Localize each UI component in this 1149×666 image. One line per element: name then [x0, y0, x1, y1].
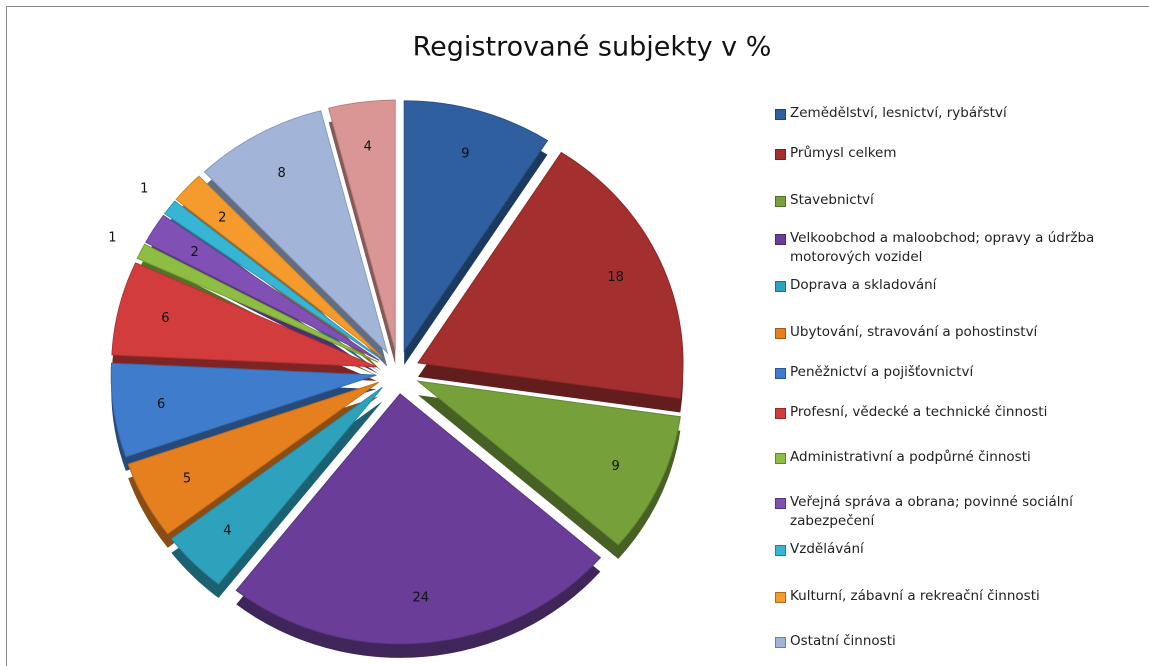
legend-swatch: [775, 281, 786, 292]
legend-label: Průmysl celkem: [790, 145, 897, 161]
data-label: 9: [461, 147, 469, 162]
data-label: 6: [157, 397, 165, 412]
slice: [110, 362, 377, 458]
data-label: 24: [412, 590, 429, 605]
data-label: 5: [183, 472, 191, 487]
slice: [416, 380, 681, 546]
legend-label: Ubytování, stravování a pohostinství: [790, 324, 1038, 340]
legend-label: Zemědělství, lesnictví, rybářství: [790, 105, 1007, 121]
legend-label: Stavebnictví: [790, 192, 874, 208]
legend-swatch: [775, 637, 786, 648]
slice: [328, 99, 396, 351]
chart-title: Registrované subjekty v %: [413, 32, 772, 63]
legend-item: Velkoobchod a maloobchod; opravy a údržb…: [775, 229, 1145, 267]
legend-item: Profesní, vědecké a technické činnosti: [775, 403, 1145, 422]
legend: Zemědělství, lesnictví, rybářství Průmysl…: [775, 84, 1145, 651]
legend-item: Peněžnictví a pojišťovnictví: [775, 363, 1145, 382]
data-label: 6: [161, 311, 169, 326]
legend-swatch: [775, 545, 786, 556]
legend-swatch: [775, 328, 786, 339]
legend-swatch: [775, 368, 786, 379]
legend-label: Peněžnictví a pojišťovnictví: [790, 364, 974, 380]
legend-label: Administrativní a podpůrné činnosti: [790, 449, 1031, 465]
legend-swatch: [775, 196, 786, 207]
data-label: 4: [364, 139, 372, 154]
slice: [203, 110, 389, 355]
legend-label: Profesní, vědecké a technické činnosti: [790, 404, 1048, 420]
data-label: 2: [218, 210, 226, 225]
legend-item: Veřejná správa a obrana; povinné sociáln…: [775, 493, 1145, 531]
legend-label: Veřejná správa a obrana; povinné sociáln…: [790, 494, 1073, 529]
legend-swatch: [775, 453, 786, 464]
legend-item: Průmysl celkem: [775, 144, 1145, 163]
slice: [170, 387, 383, 585]
slice: [417, 151, 684, 400]
data-label: 1: [140, 182, 148, 197]
legend-label: Vzdělávání: [790, 541, 864, 557]
legend-item: Stavebnictví: [775, 191, 1145, 210]
legend-label: Doprava a skladování: [790, 277, 937, 293]
data-label: 2: [191, 245, 199, 260]
legend-item: Zemědělství, lesnictví, rybářství: [775, 104, 1145, 123]
data-label: 18: [607, 270, 624, 285]
slice: [403, 100, 549, 353]
legend-label: Velkoobchod a maloobchod; opravy a údržb…: [790, 230, 1095, 265]
legend-label: Kulturní, zábavní a rekreační činnosti: [790, 588, 1040, 604]
legend-label: Ostatní činnosti: [790, 633, 896, 649]
slice: [136, 243, 379, 363]
legend-swatch: [775, 498, 786, 509]
legend-item: Vzdělávání: [775, 540, 1145, 559]
slice: [163, 200, 381, 360]
slice: [235, 393, 602, 645]
data-label: 9: [612, 459, 620, 474]
legend-item: Ubytování, stravování a pohostinství: [775, 323, 1145, 342]
slice: [145, 214, 380, 361]
legend-swatch: [775, 234, 786, 245]
legend-item: Ostatní činnosti: [775, 632, 1145, 651]
data-label: 8: [278, 166, 286, 181]
legend-swatch: [775, 592, 786, 603]
slice: [111, 262, 377, 368]
legend-item: Kulturní, zábavní a rekreační činnosti: [775, 587, 1145, 606]
slice: [175, 175, 383, 358]
legend-swatch: [775, 408, 786, 419]
slice: [127, 381, 379, 535]
legend-item: Administrativní a podpůrné činnosti: [775, 448, 1145, 467]
legend-item: Doprava a skladování: [775, 276, 1145, 295]
legend-swatch: [775, 149, 786, 160]
data-label: 4: [223, 524, 231, 539]
legend-swatch: [775, 109, 786, 120]
chart-border: [6, 6, 1149, 666]
data-label: 1: [108, 230, 116, 245]
